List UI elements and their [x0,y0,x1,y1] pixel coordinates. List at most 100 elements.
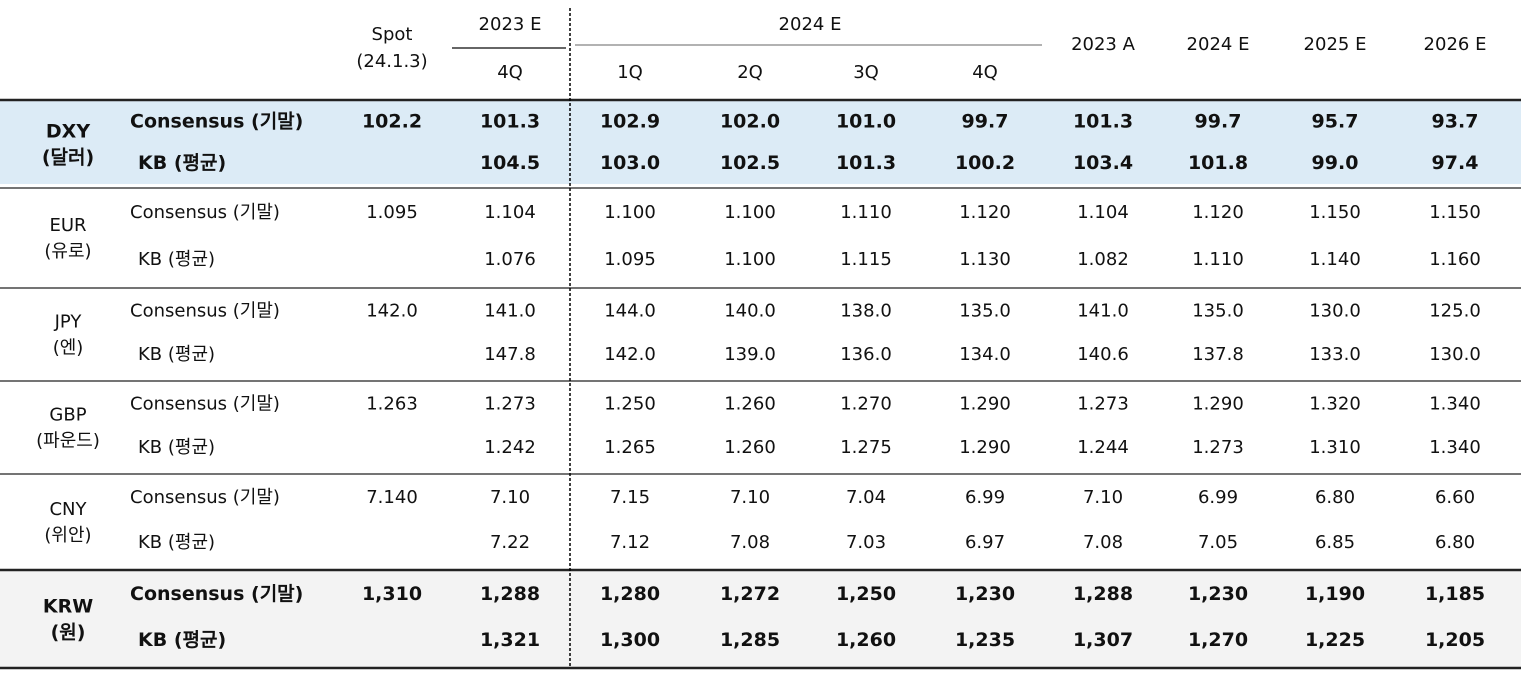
cell-value: 1.290 [1192,393,1244,414]
cell-value: 1,190 [1305,583,1365,605]
cell-value: 130.0 [1309,300,1361,321]
cell-value: 1,225 [1305,629,1365,651]
currency-name: (파운드) [36,431,100,452]
cell-value: 1.100 [724,202,776,223]
cell-value: 99.7 [1195,111,1242,133]
cell-value: 6.80 [1435,532,1475,553]
cell-value: 137.8 [1192,344,1244,365]
cell-value: 1.340 [1429,437,1481,458]
cell-value: 7.04 [846,487,886,508]
cell-value: 141.0 [1077,300,1129,321]
cell-value: 1,260 [836,629,896,651]
row-label: KB (평균) [138,249,215,270]
rules [0,8,1521,670]
row-label: Consensus (기말) [130,300,280,321]
cell-value: 1,321 [480,629,540,651]
cell-value: 6.99 [965,487,1005,508]
cell-value: 1,288 [1073,583,1133,605]
header-spot-date: (24.1.3) [356,51,427,72]
spot-value: 142.0 [366,300,418,321]
cell-value: 139.0 [724,344,776,365]
cell-value: 102.5 [720,152,780,174]
cell-value: 7.12 [610,532,650,553]
cell-value: 1.250 [604,393,656,414]
currency-name: (달러) [42,147,94,169]
header-year: 2023 E [479,14,542,35]
cell-value: 101.0 [836,111,896,133]
cell-value: 7.10 [490,487,530,508]
cell-value: 1.160 [1429,249,1481,270]
cell-value: 141.0 [484,300,536,321]
cell-value: 101.3 [480,111,540,133]
cell-value: 1.260 [724,393,776,414]
spot-value: 1.095 [366,202,418,223]
cell-value: 102.0 [720,111,780,133]
spot-value: 7.140 [366,487,418,508]
cell-value: 7.08 [1083,532,1123,553]
cell-value: 1.270 [840,393,892,414]
cell-value: 104.5 [480,152,540,174]
cell-value: 1.275 [840,437,892,458]
texts: Spot (24.1.3) 2023 E 2024 E 4Q 1Q 2Q 3Q 4Q 2023 A… [36,14,1486,651]
currency-code: KRW [43,596,93,618]
cell-value: 101.8 [1188,152,1248,174]
spot-value: 102.2 [362,111,422,133]
cell-value: 1.104 [484,202,536,223]
currency-name: (위안) [44,525,91,546]
row-label: KB (평균) [138,532,215,553]
cell-value: 1.115 [840,249,892,270]
cell-value: 1,270 [1188,629,1248,651]
cell-value: 1,272 [720,583,780,605]
cell-value: 6.85 [1315,532,1355,553]
cell-value: 1.273 [484,393,536,414]
cell-value: 130.0 [1429,344,1481,365]
cell-value: 1.120 [959,202,1011,223]
cell-value: 125.0 [1429,300,1481,321]
cell-value: 138.0 [840,300,892,321]
row-label: Consensus (기말) [130,111,303,133]
cell-value: 147.8 [484,344,536,365]
cell-value: 97.4 [1432,152,1479,174]
cell-value: 103.0 [600,152,660,174]
cell-value: 1,250 [836,583,896,605]
currency-name: (엔) [53,338,84,359]
cell-value: 134.0 [959,344,1011,365]
currency-code: JPY [54,312,83,333]
header-quarter: 1Q [617,62,643,83]
cell-value: 99.7 [962,111,1009,133]
cell-value: 1,280 [600,583,660,605]
cell-value: 103.4 [1073,152,1133,174]
cell-value: 101.3 [1073,111,1133,133]
cell-value: 1,300 [600,629,660,651]
cell-value: 1,185 [1425,583,1485,605]
cell-value: 6.99 [1198,487,1238,508]
currency-name: (원) [51,622,86,644]
cell-value: 1.265 [604,437,656,458]
currency-name: (유로) [44,241,91,262]
cell-value: 1,205 [1425,629,1485,651]
cell-value: 142.0 [604,344,656,365]
row-label: KB (평균) [138,152,226,174]
cell-value: 1.104 [1077,202,1129,223]
header-quarter: 4Q [972,62,998,83]
cell-value: 140.0 [724,300,776,321]
backgrounds [0,100,1521,668]
row-label: Consensus (기말) [130,202,280,223]
header-annual: 2025 E [1304,34,1367,55]
cell-value: 1.242 [484,437,536,458]
cell-value: 100.2 [955,152,1015,174]
cell-value: 1.273 [1192,437,1244,458]
cell-value: 135.0 [959,300,1011,321]
cell-value: 136.0 [840,344,892,365]
cell-value: 1.310 [1309,437,1361,458]
cell-value: 1.150 [1429,202,1481,223]
cell-value: 1.340 [1429,393,1481,414]
cell-value: 7.03 [846,532,886,553]
cell-value: 1.100 [604,202,656,223]
cell-value: 7.05 [1198,532,1238,553]
cell-value: 7.10 [730,487,770,508]
cell-value: 6.97 [965,532,1005,553]
cell-value: 1.260 [724,437,776,458]
cell-value: 135.0 [1192,300,1244,321]
